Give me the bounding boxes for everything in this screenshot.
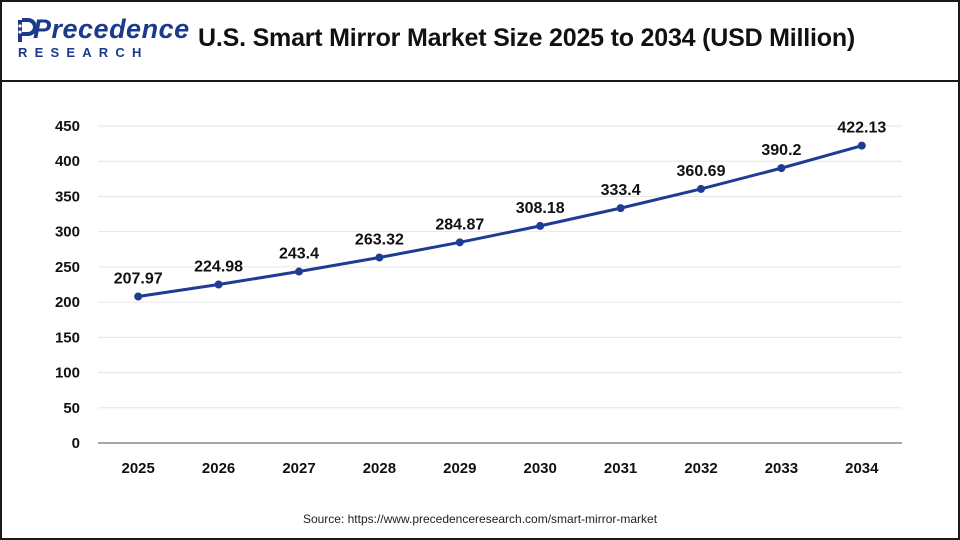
y-tick-label: 350 [55, 188, 80, 205]
data-point [616, 204, 625, 213]
y-tick-label: 450 [55, 118, 80, 135]
data-label: 390.2 [761, 142, 801, 159]
x-tick-label: 2026 [202, 460, 235, 477]
chart-title: U.S. Smart Mirror Market Size 2025 to 20… [198, 24, 856, 52]
series-layer [134, 141, 866, 301]
data-point [134, 292, 143, 301]
x-tick-label: 2029 [443, 460, 476, 477]
logo-mark-icon [18, 18, 36, 42]
data-label: 422.13 [837, 120, 886, 137]
label-layer: 207.97 224.98 243.4 263.32 284.87 308.18 333.4… [114, 120, 887, 288]
axis-layer: 0 50 100 150 200 250 300 350 400 450 2025 2026 2027 2… [55, 118, 902, 477]
data-label: 243.4 [279, 246, 319, 263]
data-point [777, 164, 786, 173]
data-point [375, 253, 384, 262]
data-point [295, 267, 303, 276]
data-label: 207.97 [114, 270, 163, 287]
y-tick-label: 100 [55, 365, 80, 382]
logo-subtitle: RESEARCH [18, 45, 149, 60]
header: Precedence RESEARCH U.S. Smart Mirror Ma… [2, 2, 958, 82]
y-tick-label: 50 [63, 400, 80, 417]
x-tick-label: 2032 [684, 460, 717, 477]
x-tick-label: 2027 [282, 460, 315, 477]
data-point [697, 184, 705, 193]
x-tick-label: 2031 [604, 460, 637, 477]
data-label: 360.69 [677, 163, 726, 180]
y-tick-label: 200 [55, 294, 80, 311]
x-tick-label: 2028 [363, 460, 396, 477]
y-tick-label: 250 [55, 259, 80, 276]
x-tick-label: 2034 [845, 460, 879, 477]
y-tick-label: 0 [72, 435, 80, 452]
data-point [455, 238, 464, 247]
grid-layer [98, 125, 902, 409]
y-tick-label: 400 [55, 153, 80, 170]
data-point [214, 280, 223, 289]
source-note: Source: https://www.precedenceresearch.c… [302, 512, 658, 526]
data-label: 308.18 [516, 200, 565, 217]
x-tick-label: 2030 [524, 460, 557, 477]
data-label: 263.32 [355, 232, 404, 249]
data-label: 333.4 [601, 182, 641, 199]
brand-logo: Precedence RESEARCH [16, 14, 189, 66]
series-line [137, 144, 863, 298]
data-label: 224.98 [194, 259, 243, 276]
x-tick-label: 2025 [122, 460, 155, 477]
data-point [536, 221, 545, 230]
logo-word: Precedence [33, 14, 190, 44]
data-point [857, 141, 866, 150]
data-label: 284.87 [435, 216, 484, 233]
x-tick-label: 2033 [765, 460, 798, 477]
y-tick-label: 300 [55, 224, 80, 241]
y-tick-label: 150 [55, 329, 80, 346]
